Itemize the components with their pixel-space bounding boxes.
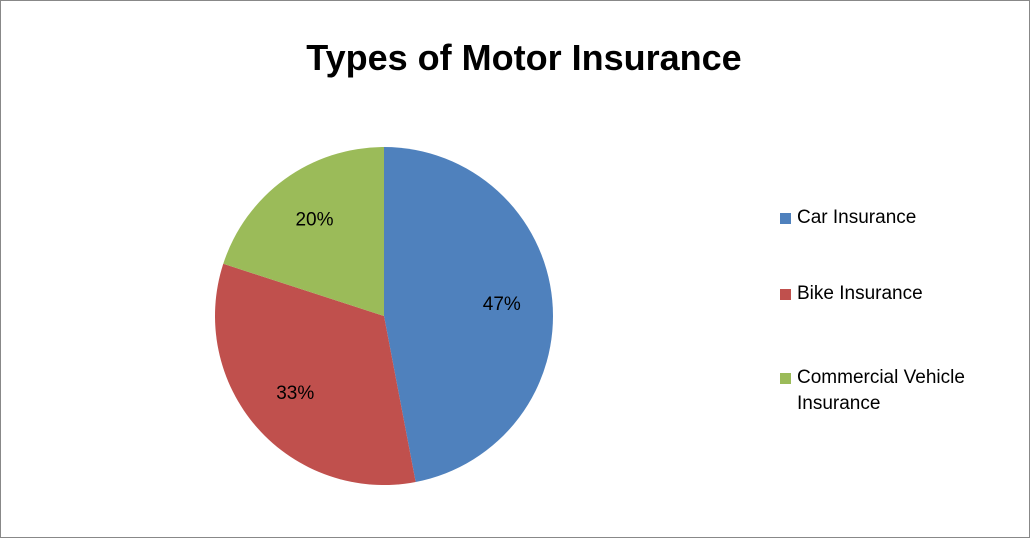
- pie-slice: [214, 263, 416, 485]
- chart-title: Types of Motor Insurance: [306, 37, 741, 78]
- legend-label: Commercial Vehicle Insurance: [797, 367, 965, 414]
- legend-swatch: [780, 373, 791, 384]
- legend-label: Bike Insurance: [797, 283, 923, 304]
- data-label: 47%: [483, 294, 521, 315]
- legend-entry: Bike Insurance: [780, 281, 997, 307]
- legend-entry: Car Insurance: [780, 205, 997, 231]
- pie-slice: [223, 147, 384, 316]
- data-label: 20%: [295, 209, 333, 230]
- pie-slice: [384, 147, 553, 483]
- data-label: 33%: [276, 383, 314, 404]
- legend-swatch: [780, 289, 791, 300]
- legend-label: Car Insurance: [797, 207, 917, 228]
- legend-entry: Commercial Vehicle Insurance: [780, 365, 997, 417]
- legend-swatch: [780, 213, 791, 224]
